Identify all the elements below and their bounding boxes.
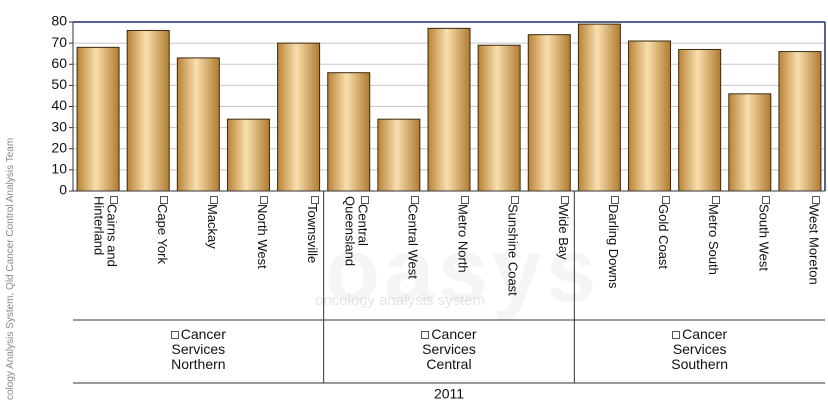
group-label[interactable]: Cancer Services Central: [409, 327, 489, 372]
x-tick-label-text: South West: [756, 204, 772, 271]
x-tick-label-text: Gold Coast: [656, 204, 672, 270]
x-tick-label[interactable]: Central Queensland: [327, 196, 371, 314]
expand-icon[interactable]: [661, 196, 670, 204]
expand-icon[interactable]: [761, 196, 770, 204]
x-tick-label-text: Wide Bay: [555, 204, 571, 260]
bar: [678, 48, 722, 192]
expand-icon[interactable]: [461, 196, 469, 204]
x-tick-label[interactable]: Metro South: [678, 196, 722, 314]
group-label-text: Cancer Services Northern: [171, 326, 226, 372]
x-tick-label-text: West Moreton: [806, 204, 822, 285]
x-tick-label-text: Sunshine Coast: [505, 204, 521, 296]
y-tick-label: 40: [51, 97, 67, 113]
x-tick-label[interactable]: Gold Coast: [628, 196, 672, 314]
bar: [577, 23, 621, 192]
bar: [728, 93, 772, 192]
bar: [126, 29, 170, 192]
y-tick-label: 50: [51, 76, 67, 92]
x-tick-label-text: Metro North: [455, 204, 471, 273]
y-tick-label: 70: [51, 34, 67, 50]
bar: [226, 118, 270, 192]
x-tick-label-text: Cairns and Hinterland: [91, 196, 120, 267]
group-label[interactable]: Cancer Services Northern: [158, 327, 238, 372]
bar: [527, 34, 571, 192]
bar: [327, 72, 371, 192]
x-tick-label[interactable]: Sunshine Coast: [477, 196, 521, 314]
y-tick-label: 80: [51, 13, 67, 29]
expand-icon[interactable]: [160, 196, 169, 204]
bar: [427, 27, 471, 192]
x-tick-label-text: Mackay: [204, 204, 220, 249]
x-tick-label-text: Central Queensland: [342, 196, 371, 267]
y-tick-label: 60: [51, 55, 67, 71]
expand-icon[interactable]: [110, 196, 119, 204]
expand-icon[interactable]: [561, 196, 570, 204]
group-label[interactable]: Cancer Services Southern: [660, 327, 740, 372]
credit: cology Analysis System, Qld Cancer Contr…: [5, 137, 16, 400]
x-tick-label-text: Metro South: [706, 204, 722, 275]
expand-icon[interactable]: [811, 196, 820, 204]
x-tick-label[interactable]: Central West: [377, 196, 421, 314]
x-tick-label[interactable]: Darling Downs: [577, 196, 621, 314]
bar: [277, 42, 321, 192]
watermark-subtitle: oncology analysis system: [315, 292, 486, 309]
period-label: 2011: [434, 386, 464, 402]
x-tick-label-text: Darling Downs: [605, 204, 621, 289]
watermark: oasys: [325, 221, 601, 321]
x-tick-label[interactable]: Townsville: [277, 196, 321, 314]
bar: [176, 57, 220, 192]
bar: [76, 46, 120, 192]
expand-icon[interactable]: [672, 331, 681, 340]
group-label-text: Cancer Services Southern: [671, 326, 729, 372]
y-tick-label: 10: [51, 161, 67, 177]
x-tick-label[interactable]: Metro North: [427, 196, 471, 314]
bar: [377, 118, 421, 192]
x-tick-label[interactable]: Cairns and Hinterland: [76, 196, 120, 314]
bar: [477, 44, 521, 192]
x-tick-label-text: Townsville: [305, 204, 321, 264]
x-tick-label-text: North West: [255, 204, 271, 269]
expand-icon[interactable]: [511, 196, 520, 204]
expand-icon[interactable]: [421, 331, 430, 340]
x-tick-label[interactable]: Cape York: [126, 196, 170, 314]
expand-icon[interactable]: [260, 196, 269, 204]
x-tick-label-text: Cape York: [154, 204, 170, 264]
x-tick-label[interactable]: Mackay: [176, 196, 220, 314]
expand-icon[interactable]: [360, 196, 369, 204]
x-tick-label[interactable]: Wide Bay: [527, 196, 571, 314]
y-tick-label: 30: [51, 118, 67, 134]
expand-icon[interactable]: [310, 196, 319, 204]
y-tick-label: 0: [59, 182, 67, 198]
expand-icon[interactable]: [611, 196, 620, 204]
expand-icon[interactable]: [410, 196, 419, 204]
expand-icon[interactable]: [170, 331, 179, 340]
bar: [778, 51, 822, 192]
x-tick-label[interactable]: South West: [728, 196, 772, 314]
expand-icon[interactable]: [711, 196, 720, 204]
expand-icon[interactable]: [210, 196, 219, 204]
bar: [628, 40, 672, 192]
x-tick-label[interactable]: West Moreton: [778, 196, 822, 314]
group-label-text: Cancer Services Central: [422, 326, 477, 372]
y-tick-label: 20: [51, 139, 67, 155]
x-tick-label-text: Central West: [405, 204, 421, 279]
x-tick-label[interactable]: North West: [226, 196, 270, 314]
